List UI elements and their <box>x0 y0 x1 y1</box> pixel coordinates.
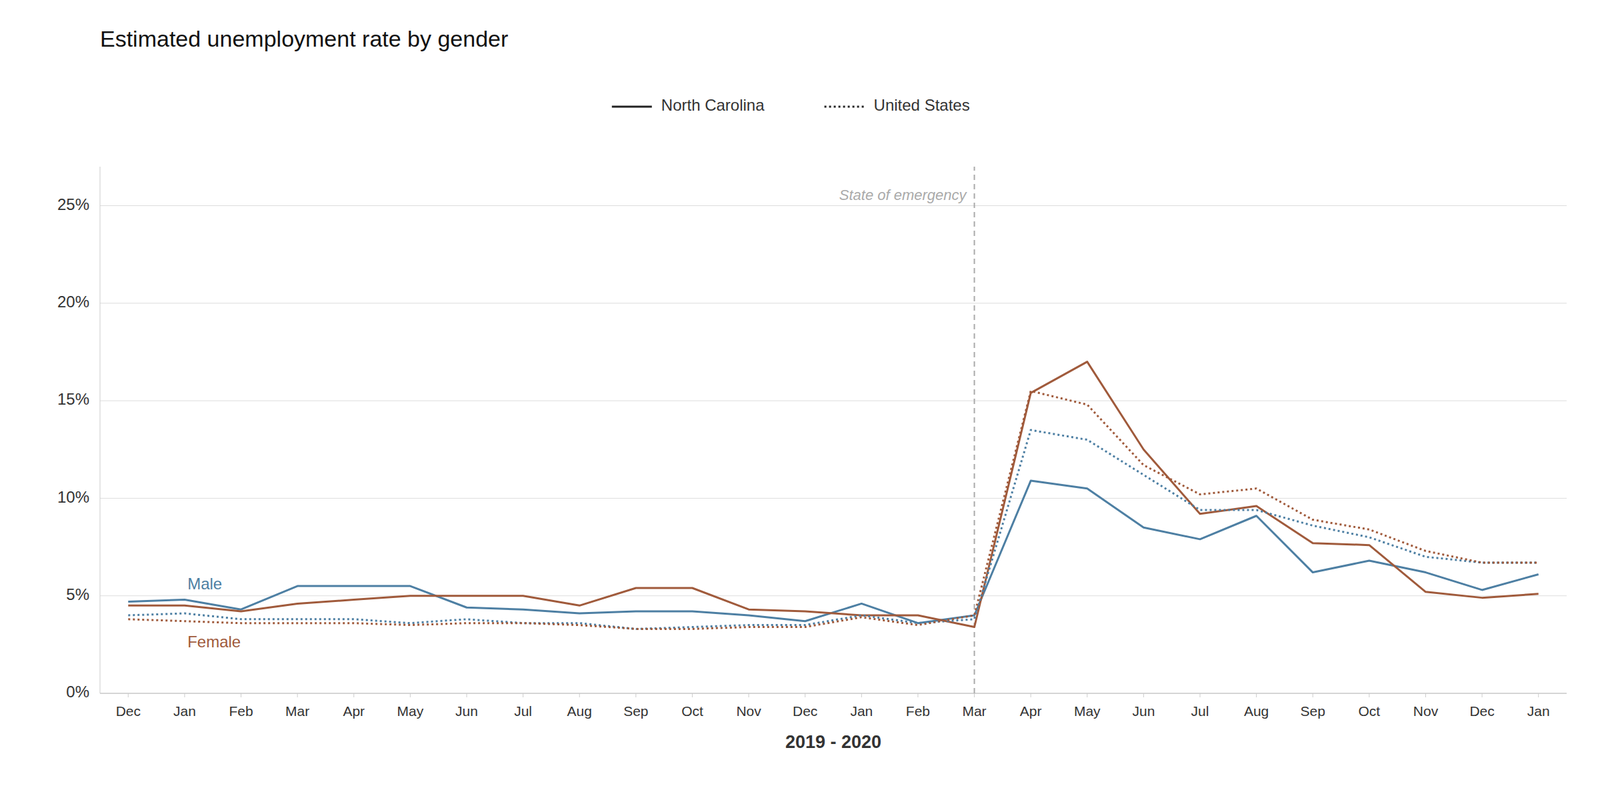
x-tick-label: Mar <box>962 703 986 719</box>
chart: Estimated unemployment rate by gender 0% 5… <box>0 0 1600 800</box>
x-tick <box>974 693 975 698</box>
x-tick <box>804 693 806 698</box>
x-tick <box>1425 693 1426 698</box>
x-tick <box>861 693 862 698</box>
series-line <box>128 390 1538 629</box>
x-tick-label: Sep <box>623 703 648 719</box>
y-tick-label: 20% <box>57 292 90 311</box>
x-tick <box>1368 693 1370 698</box>
grid-line <box>100 498 1567 499</box>
x-tick-label: Feb <box>228 703 253 719</box>
x-tick-label: Jan <box>1527 703 1550 719</box>
x-axis-label: 2019 - 2020 <box>785 732 882 752</box>
x-axis-line <box>100 692 1567 694</box>
x-tick <box>917 693 918 698</box>
grid-line <box>100 595 1567 596</box>
grid-line <box>100 205 1567 206</box>
x-tick <box>635 693 636 698</box>
x-tick <box>184 693 185 698</box>
x-tick <box>522 693 524 698</box>
x-tick-label: Feb <box>906 703 930 719</box>
legend-label: United States <box>874 96 970 114</box>
title: Estimated unemployment rate by gender <box>100 26 508 52</box>
annotation: Female <box>187 632 241 651</box>
x-tick-label: May <box>1074 703 1101 719</box>
series-line <box>128 362 1538 628</box>
x-tick <box>240 693 242 698</box>
x-axis: Dec Jan Feb Mar Apr May Jun Jul Aug Sep Oct Nov Dec J… <box>100 693 1567 752</box>
x-tick-label: Dec <box>116 703 141 719</box>
x-tick <box>1312 693 1314 698</box>
grid-line <box>100 400 1567 402</box>
x-tick <box>692 693 693 698</box>
y-tick-label: 0% <box>66 682 90 701</box>
x-tick <box>353 693 354 698</box>
y-axis: 0% 5% 10% 15% 20% 25% <box>57 166 100 701</box>
annotation-texts: State of emergency Male Female <box>187 186 968 651</box>
x-tick-label: Jul <box>1191 703 1210 719</box>
x-tick-label: Dec <box>1469 703 1494 719</box>
x-tick <box>1538 693 1539 698</box>
x-tick <box>128 693 129 698</box>
x-tick <box>466 693 468 698</box>
grid-line <box>100 693 1567 694</box>
x-tick <box>1143 693 1144 698</box>
legend-swatch <box>612 106 652 108</box>
legend-swatch <box>824 106 865 108</box>
x-tick-label: Sep <box>1300 703 1326 719</box>
x-tick-label: Jun <box>1132 703 1155 719</box>
x-tick-label: Apr <box>342 703 365 719</box>
legend-label: North Carolina <box>661 96 765 114</box>
x-tick-label: Jul <box>514 703 532 719</box>
x-tick <box>297 693 298 698</box>
x-tick <box>1200 693 1201 698</box>
series-line <box>128 480 1538 624</box>
x-tick-label: Dec <box>792 703 818 719</box>
annotation: State of emergency <box>839 186 968 204</box>
x-tick <box>1030 693 1032 698</box>
x-tick-label: Nov <box>736 703 762 719</box>
annotation: Male <box>187 574 222 593</box>
x-tick-label: Aug <box>567 703 592 719</box>
x-tick-label: Oct <box>1358 703 1381 719</box>
x-tick-label: Nov <box>1413 703 1439 719</box>
series-line <box>128 430 1538 629</box>
y-tick-label: 5% <box>66 585 90 604</box>
x-tick-label: Jan <box>173 703 196 719</box>
x-tick <box>410 693 411 698</box>
y-tick-label: 15% <box>57 390 90 408</box>
legend: North Carolina United States <box>612 96 970 114</box>
grid-line <box>100 302 1567 304</box>
y-axis-line <box>100 166 101 694</box>
x-tick <box>579 693 580 698</box>
lines <box>128 362 1538 630</box>
x-tick-label: May <box>397 703 424 719</box>
x-tick-label: Apr <box>1020 703 1042 719</box>
y-tick-label: 10% <box>57 488 90 506</box>
x-tick <box>1482 693 1483 698</box>
x-tick <box>1086 693 1088 698</box>
x-tick <box>748 693 750 698</box>
x-tick-label: Mar <box>285 703 310 719</box>
x-tick-label: Jan <box>850 703 873 719</box>
y-tick-label: 25% <box>57 195 90 214</box>
x-tick-label: Jun <box>455 703 478 719</box>
x-tick <box>1256 693 1257 698</box>
x-tick-label: Aug <box>1244 703 1269 719</box>
x-tick-label: Oct <box>681 703 704 719</box>
grid <box>100 206 1567 694</box>
